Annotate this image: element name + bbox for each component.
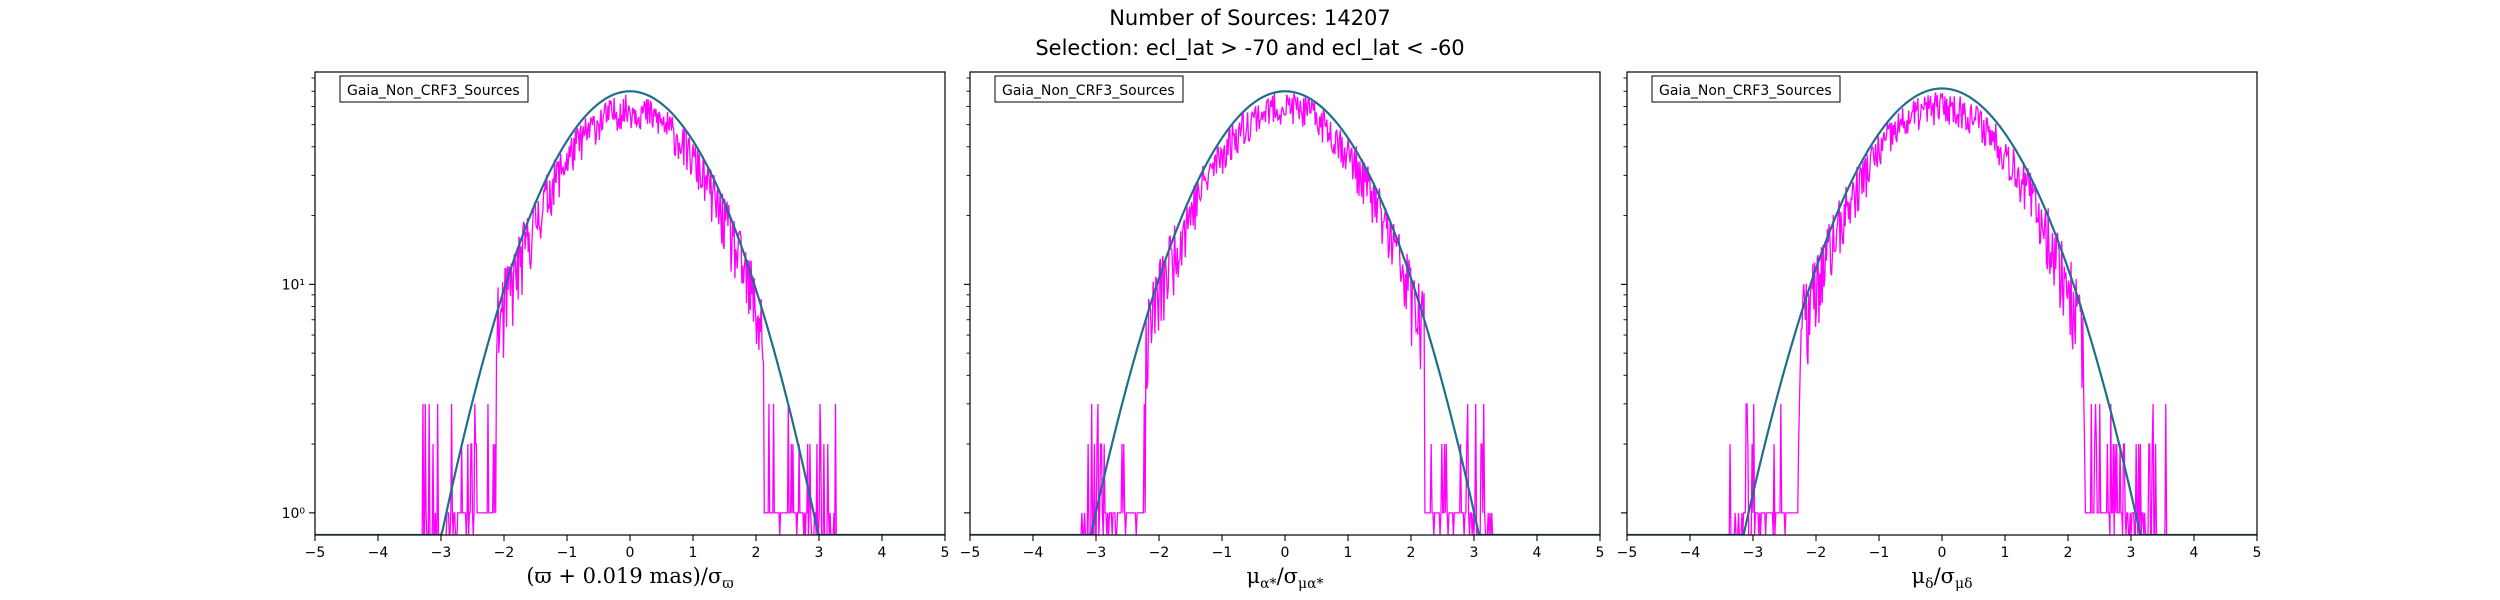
x-tick-label: −1 (557, 545, 578, 561)
x-axis-label-sub2: μα* (1298, 576, 1324, 592)
x-tick-label: −5 (1617, 545, 1638, 561)
x-tick-label: −4 (1023, 545, 1044, 561)
x-axis-label-sub: ϖ (722, 576, 734, 592)
histogram-line (359, 94, 901, 535)
y-tick-label: 10¹ (282, 277, 305, 293)
x-tick-label: 4 (878, 545, 887, 561)
x-tick-label: 2 (2064, 545, 2073, 561)
x-axis-label-mid: /σ (1934, 564, 1955, 588)
x-axis-label-main: (ϖ + 0.019 mas)/σ (526, 564, 722, 588)
fit-curve (1627, 87, 2257, 535)
panel-1: −5 −4 −3 −2 −1 0 1 2 3 4 5 10⁰ 10¹ Gaia_Non_CRF3_Sour… (282, 71, 950, 592)
x-axis-label: (ϖ + 0.019 mas)/σϖ (526, 564, 734, 592)
panel-3: −5 −4 −3 −2 −1 0 1 2 3 4 5 Gaia_Non_CRF3_Sources μδ/… (1617, 71, 2262, 592)
legend-label: Gaia_Non_CRF3_Sources (1659, 83, 1832, 99)
x-tick-label: −2 (494, 545, 515, 561)
histogram-line (976, 92, 1600, 535)
legend-label: Gaia_Non_CRF3_Sources (347, 83, 520, 99)
x-tick-label: 2 (752, 545, 761, 561)
x-tick-label: −4 (368, 545, 389, 561)
x-axis-label: μδ/σμδ (1911, 564, 1972, 592)
x-tick-label: −1 (1869, 545, 1890, 561)
x-tick-label: −5 (305, 545, 326, 561)
x-tick-label: 4 (2190, 545, 2199, 561)
figure-title-line-1: Number of Sources: 14207 (1109, 6, 1391, 30)
legend: Gaia_Non_CRF3_Sources (994, 75, 1184, 103)
x-tick-label: 1 (689, 545, 698, 561)
x-tick-label: 0 (626, 545, 635, 561)
x-axis-label-main: μ (1246, 564, 1260, 588)
x-tick-label: −2 (1806, 545, 1827, 561)
fit-curve (315, 90, 945, 535)
x-tick-label: −5 (960, 545, 981, 561)
x-tick-label: −3 (1086, 545, 1107, 561)
x-axis-label-sub: δ (1925, 576, 1933, 592)
x-tick-label: 3 (2127, 545, 2136, 561)
x-tick-label: −3 (1743, 545, 1764, 561)
x-tick-label: 5 (941, 545, 950, 561)
x-tick-label: 0 (1281, 545, 1290, 561)
x-axis-label-sub2: μδ (1955, 576, 1973, 592)
x-tick-label: 5 (1596, 545, 1605, 561)
x-tick-label: 4 (1533, 545, 1542, 561)
legend-box (1651, 75, 1841, 103)
panel-2: −5 −4 −3 −2 −1 0 1 2 3 4 5 Gaia_Non_CRF3_Sources μα*… (960, 71, 1605, 592)
legend: Gaia_Non_CRF3_Sources (339, 75, 529, 103)
fit-curve (970, 90, 1600, 535)
x-tick-label: 2 (1407, 545, 1416, 561)
x-tick-label: −4 (1680, 545, 1701, 561)
legend-box (339, 75, 529, 103)
x-axis-label-main: μ (1911, 564, 1925, 588)
x-tick-label: −3 (431, 545, 452, 561)
figure-title-line-2: Selection: ecl_lat > -70 and ecl_lat < -… (1035, 36, 1464, 61)
histogram-line (1646, 92, 2238, 535)
x-axis-label-sub: α* (1260, 576, 1276, 592)
x-tick-label: −2 (1149, 545, 1170, 561)
x-axis-label-mid: /σ (1277, 564, 1298, 588)
x-tick-label: 1 (2001, 545, 2010, 561)
x-tick-label: 5 (2253, 545, 2262, 561)
legend-box (994, 75, 1184, 103)
x-tick-label: 1 (1344, 545, 1353, 561)
legend-label: Gaia_Non_CRF3_Sources (1002, 83, 1175, 99)
x-tick-label: −1 (1212, 545, 1233, 561)
y-tick-label: 10⁰ (282, 506, 306, 522)
x-tick-label: 3 (1470, 545, 1479, 561)
chart-panels: −5 −4 −3 −2 −1 0 1 2 3 4 5 10⁰ 10¹ Gaia_Non_CRF3_Sour… (282, 71, 2262, 592)
x-tick-label: 0 (1938, 545, 1947, 561)
x-tick-label: 3 (815, 545, 824, 561)
x-axis-label: μα*/σμα* (1246, 564, 1323, 592)
legend: Gaia_Non_CRF3_Sources (1651, 75, 1841, 103)
